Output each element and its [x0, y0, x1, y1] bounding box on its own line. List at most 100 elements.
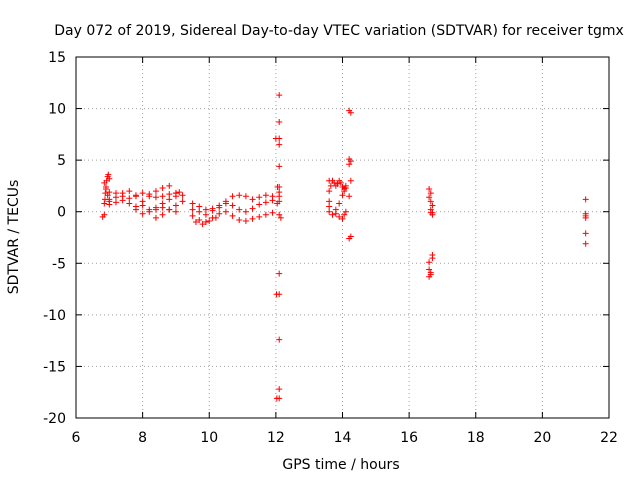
series-arc-14.2-tall: [346, 107, 354, 242]
y-axis-label: SDTVAR / TECUs: [6, 180, 22, 295]
data-point: [176, 189, 183, 196]
data-point: [249, 215, 256, 222]
data-point: [326, 208, 333, 215]
y-tick-label: 15: [48, 50, 66, 66]
data-point: [276, 336, 283, 343]
data-point: [206, 217, 213, 224]
series-arc-16.6-cluster: [426, 186, 436, 278]
x-tick-label: 20: [533, 430, 551, 446]
data-point: [273, 291, 280, 298]
data-point: [212, 214, 219, 221]
data-point: [256, 201, 263, 208]
data-point: [426, 259, 433, 266]
data-point: [105, 171, 112, 178]
data-point: [106, 175, 113, 182]
data-point: [126, 195, 133, 202]
y-tick-label: 10: [48, 102, 66, 118]
data-point: [582, 230, 589, 237]
data-point: [112, 199, 119, 206]
data-point: [104, 192, 111, 199]
data-point: [262, 192, 269, 199]
data-point: [106, 201, 113, 208]
chart-title: Day 072 of 2019, Sidereal Day-to-day VTE…: [54, 23, 624, 39]
x-tick-label: 12: [267, 430, 285, 446]
data-point: [101, 200, 108, 207]
data-point: [426, 186, 433, 193]
data-point: [346, 235, 353, 242]
grid-lines: [76, 57, 609, 418]
data-point: [216, 204, 223, 211]
data-point: [582, 240, 589, 247]
series-arc-9.5-dip: [192, 214, 219, 228]
data-point: [334, 180, 341, 187]
series-arc-8.4-second: [152, 198, 186, 221]
series-arc-9.5-lower: [189, 208, 276, 226]
data-point: [102, 186, 109, 193]
data-point: [347, 158, 354, 165]
data-point: [189, 212, 196, 219]
data-point: [341, 188, 348, 195]
data-point: [166, 182, 173, 189]
data-point: [269, 209, 276, 216]
data-point: [262, 199, 269, 206]
data-point: [242, 208, 249, 215]
data-point: [272, 135, 279, 142]
data-point: [209, 207, 216, 214]
data-point: [276, 270, 283, 277]
series-arc-16.6-low: [426, 255, 436, 280]
y-axis-ticks: 15 10 5 0 -5 -10 -15 -20: [43, 50, 609, 427]
data-point: [106, 196, 113, 203]
data-point: [119, 197, 126, 204]
series-arc-7.8-rising: [132, 182, 186, 210]
y-tick-label: 5: [57, 153, 66, 169]
data-point: [341, 211, 348, 218]
data-point: [273, 395, 280, 402]
data-point: [276, 118, 283, 125]
data-point: [256, 194, 263, 201]
data-point: [342, 184, 349, 191]
data-point: [159, 193, 166, 200]
series-arc-9.5-upper: [189, 192, 276, 213]
data-point: [229, 212, 236, 219]
x-tick-label: 6: [72, 430, 81, 446]
data-point: [331, 179, 338, 186]
data-point: [326, 188, 333, 195]
data-point: [427, 190, 434, 197]
x-tick-label: 10: [200, 430, 218, 446]
data-point: [582, 214, 589, 221]
data-point: [276, 92, 283, 99]
data-point: [262, 211, 269, 218]
data-point: [222, 200, 229, 207]
data-point: [236, 206, 243, 213]
data-point: [274, 200, 281, 207]
data-point: [249, 205, 256, 212]
y-tick-label: -10: [43, 308, 66, 324]
series-arc-12.05-extra: [272, 135, 281, 402]
data-point: [346, 193, 353, 200]
data-point: [189, 200, 196, 207]
data-point: [196, 208, 203, 215]
data-point: [236, 192, 243, 199]
data-point: [347, 109, 354, 116]
data-point: [166, 206, 173, 213]
y-tick-label: -15: [43, 359, 66, 375]
data-point: [126, 200, 133, 207]
data-point: [216, 210, 223, 217]
data-point: [269, 197, 276, 204]
data-point: [236, 216, 243, 223]
data-point: [339, 215, 346, 222]
data-point: [132, 203, 139, 210]
x-tick-label: 16: [400, 430, 418, 446]
data-point: [326, 203, 333, 210]
data-point: [249, 196, 256, 203]
data-point: [139, 198, 146, 205]
data-point: [166, 191, 173, 198]
data-point: [329, 211, 336, 218]
data-point: [582, 196, 589, 203]
data-point: [192, 219, 199, 226]
y-tick-label: 0: [57, 205, 66, 221]
series-arc-21.3-cluster: [582, 196, 589, 247]
x-tick-label: 8: [138, 430, 147, 446]
data-point: [242, 193, 249, 200]
series-arc-13.6-cluster: [326, 177, 349, 210]
